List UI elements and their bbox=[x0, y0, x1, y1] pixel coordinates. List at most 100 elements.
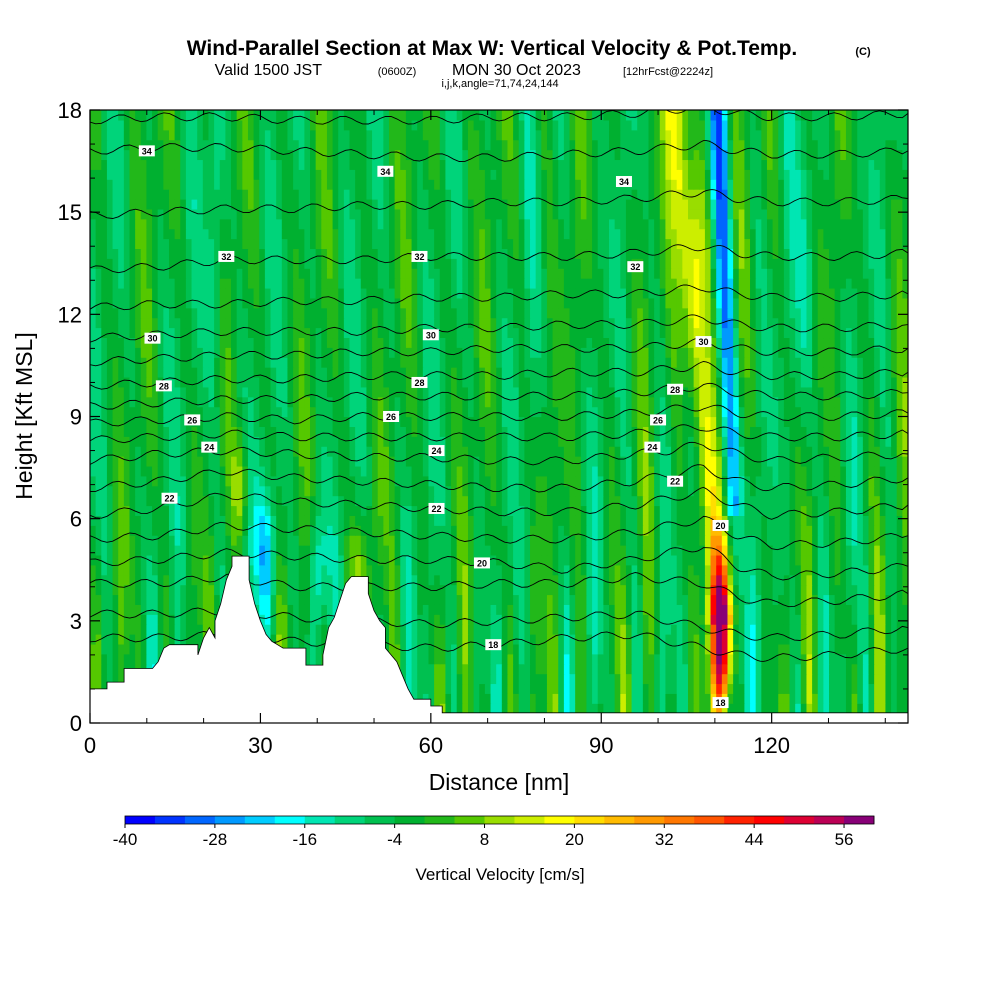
velocity-cell bbox=[563, 465, 571, 477]
velocity-cell bbox=[372, 564, 379, 576]
velocity-cell bbox=[614, 574, 621, 586]
velocity-cell bbox=[524, 703, 531, 714]
velocity-cell bbox=[445, 446, 452, 457]
velocity-cell bbox=[191, 624, 198, 635]
velocity-cell bbox=[750, 505, 757, 516]
velocity-cell bbox=[118, 505, 125, 516]
velocity-cell bbox=[896, 604, 903, 615]
velocity-cell bbox=[744, 574, 751, 586]
velocity-cell bbox=[654, 525, 661, 536]
velocity-cell bbox=[405, 554, 413, 566]
velocity-cell bbox=[806, 614, 813, 625]
velocity-cell bbox=[434, 386, 441, 398]
velocity-cell bbox=[264, 436, 272, 447]
velocity-cell bbox=[687, 703, 695, 714]
velocity-cell bbox=[287, 594, 294, 605]
velocity-cell bbox=[642, 564, 650, 576]
velocity-cell bbox=[118, 564, 125, 576]
velocity-cell bbox=[507, 604, 514, 615]
velocity-cell bbox=[896, 475, 903, 487]
velocity-cell bbox=[118, 624, 125, 635]
velocity-cell bbox=[812, 495, 819, 507]
velocity-cell bbox=[761, 465, 768, 477]
velocity-cell bbox=[530, 485, 537, 497]
velocity-cell bbox=[310, 515, 317, 526]
velocity-cell bbox=[795, 545, 802, 556]
velocity-cell bbox=[575, 594, 582, 605]
velocity-cell bbox=[490, 475, 497, 487]
velocity-cell bbox=[231, 456, 238, 467]
velocity-cell bbox=[338, 436, 345, 447]
velocity-cell bbox=[513, 386, 520, 398]
velocity-cell bbox=[738, 614, 745, 625]
velocity-cell bbox=[135, 545, 142, 556]
velocity-cell bbox=[783, 525, 791, 536]
velocity-cell bbox=[473, 604, 480, 615]
velocity-cell bbox=[270, 495, 277, 507]
velocity-cell bbox=[372, 495, 379, 507]
velocity-cell bbox=[338, 446, 345, 457]
velocity-cell bbox=[152, 515, 159, 526]
velocity-cell bbox=[530, 574, 537, 586]
velocity-cell bbox=[631, 643, 638, 655]
velocity-cell bbox=[580, 426, 588, 437]
velocity-cell bbox=[152, 584, 159, 596]
velocity-cell bbox=[693, 663, 700, 675]
velocity-cell bbox=[388, 436, 396, 447]
velocity-cell bbox=[451, 515, 458, 526]
velocity-cell bbox=[535, 554, 542, 566]
velocity-cell bbox=[106, 376, 114, 388]
velocity-cell bbox=[755, 485, 762, 497]
velocity-cell bbox=[840, 634, 847, 645]
velocity-cell bbox=[755, 673, 762, 685]
velocity-cell bbox=[778, 634, 785, 645]
velocity-cell bbox=[744, 673, 751, 685]
velocity-cell bbox=[744, 663, 751, 675]
velocity-cell bbox=[812, 673, 819, 685]
velocity-cell bbox=[462, 703, 469, 714]
velocity-cell bbox=[744, 584, 751, 596]
velocity-cell bbox=[383, 614, 390, 625]
velocity-cell bbox=[575, 495, 582, 507]
velocity-cell bbox=[95, 673, 102, 685]
velocity-cell bbox=[174, 554, 181, 566]
velocity-cell bbox=[163, 584, 170, 596]
velocity-cell bbox=[338, 545, 345, 556]
velocity-cell bbox=[163, 475, 170, 487]
velocity-cell bbox=[840, 535, 847, 546]
velocity-cell bbox=[687, 564, 695, 576]
velocity-cell bbox=[490, 446, 497, 457]
velocity-cell bbox=[654, 406, 661, 418]
velocity-cell bbox=[789, 535, 796, 546]
velocity-cell bbox=[620, 525, 627, 536]
velocity-cell bbox=[829, 426, 836, 437]
velocity-cell bbox=[885, 396, 892, 408]
velocity-cell bbox=[451, 604, 458, 615]
velocity-cell bbox=[766, 564, 774, 576]
velocity-cell bbox=[95, 386, 102, 398]
velocity-cell bbox=[800, 426, 808, 437]
velocity-cell bbox=[609, 683, 616, 694]
velocity-cell bbox=[507, 564, 514, 576]
velocity-cell bbox=[462, 594, 469, 605]
velocity-cell bbox=[625, 426, 633, 437]
velocity-cell bbox=[891, 406, 898, 418]
velocity-cell bbox=[101, 634, 108, 645]
velocity-cell bbox=[332, 416, 339, 427]
velocity-cell bbox=[738, 446, 745, 457]
velocity-cell bbox=[462, 495, 469, 507]
velocity-cell bbox=[174, 396, 181, 408]
velocity-cell bbox=[247, 535, 255, 546]
velocity-cell bbox=[501, 703, 509, 714]
velocity-cell bbox=[101, 643, 108, 655]
velocity-cell bbox=[276, 386, 283, 398]
velocity-cell bbox=[90, 505, 97, 516]
velocity-cell bbox=[750, 545, 757, 556]
velocity-cell bbox=[259, 515, 266, 526]
velocity-cell bbox=[727, 703, 734, 714]
velocity-cell bbox=[592, 416, 599, 427]
velocity-cell bbox=[451, 584, 458, 596]
velocity-cell bbox=[597, 436, 604, 447]
velocity-cell bbox=[168, 564, 176, 576]
velocity-cell bbox=[902, 614, 908, 625]
